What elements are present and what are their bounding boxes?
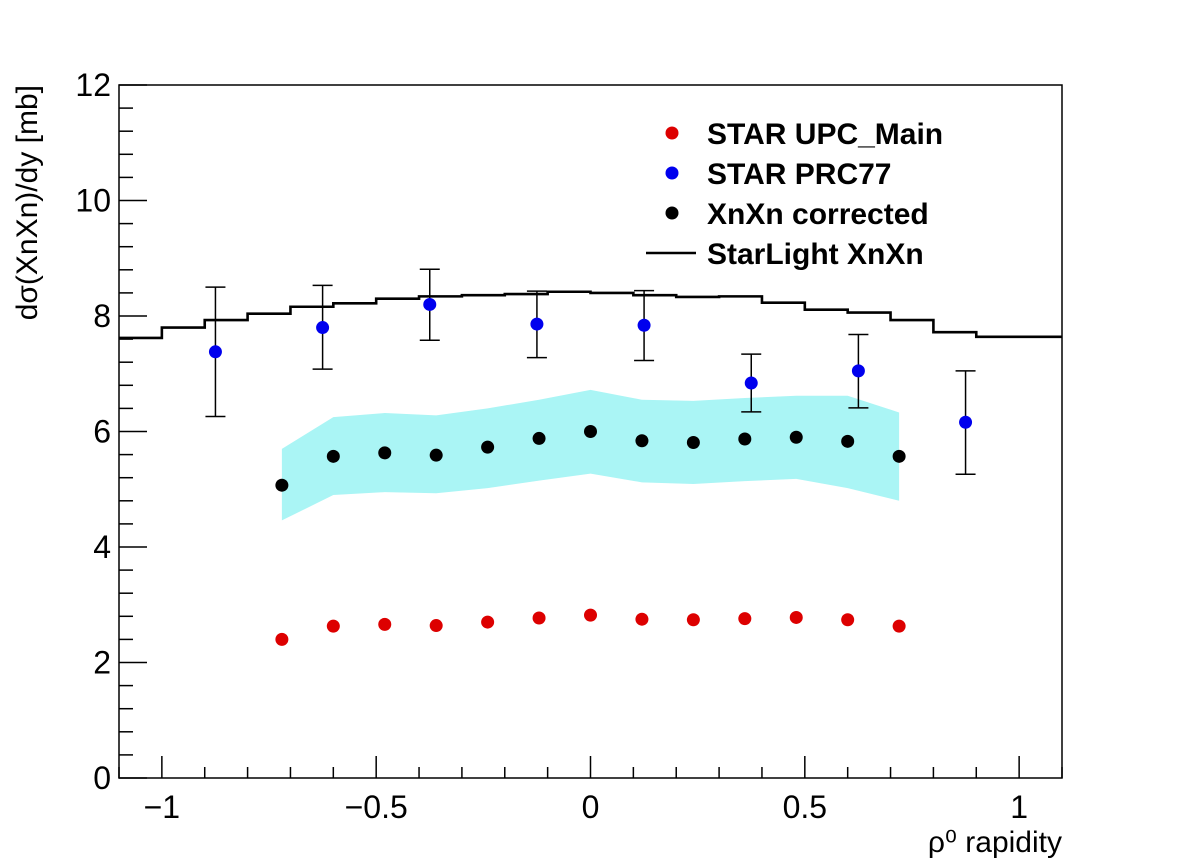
uncertainty-band-layer	[281, 389, 900, 521]
data-point	[423, 297, 437, 311]
data-point	[584, 608, 597, 622]
legend-point-marker	[665, 126, 679, 140]
x-tick-label: 0.5	[783, 789, 827, 825]
data-point	[532, 611, 546, 625]
starlight-curve-layer	[119, 290, 1062, 340]
legend-label: StarLight XnXn	[707, 238, 924, 271]
legend-label: STAR PRC77	[707, 158, 891, 191]
data-point	[429, 448, 443, 462]
data-point	[429, 619, 443, 633]
x-tick-label: −0.5	[345, 789, 408, 825]
data-point	[326, 449, 340, 463]
y-tick-label: 2	[93, 645, 111, 681]
data-point	[275, 478, 289, 492]
data-point	[892, 449, 906, 463]
starlight-step-line	[119, 290, 1062, 340]
data-points-layer	[208, 297, 973, 646]
data-point	[959, 415, 973, 429]
xnxn-uncertainty-band	[281, 389, 900, 521]
data-point	[481, 440, 495, 454]
data-point	[532, 431, 546, 445]
y-tick-label: 8	[93, 298, 111, 334]
legend: STAR UPC_Main STAR PRC77 XnXn corrected Sta…	[646, 118, 943, 271]
data-point	[686, 435, 700, 449]
data-point	[841, 613, 855, 627]
data-point	[275, 632, 289, 646]
data-point	[789, 610, 803, 624]
data-point	[744, 376, 758, 390]
data-point	[738, 432, 752, 446]
y-tick-label: 0	[93, 760, 111, 796]
data-point	[841, 434, 855, 448]
data-point	[892, 619, 906, 633]
x-tick-label: −1	[144, 789, 180, 825]
x-tick-label: 0	[582, 789, 600, 825]
data-point	[686, 613, 700, 627]
data-point	[637, 318, 651, 332]
legend-label: XnXn corrected	[707, 198, 929, 231]
x-tick-label: 1	[1010, 789, 1028, 825]
y-tick-label: 4	[93, 529, 111, 565]
y-tick-label: 10	[75, 183, 111, 219]
data-point	[635, 434, 649, 448]
y-tick-label: 6	[93, 414, 111, 450]
data-point	[851, 364, 865, 378]
data-point	[738, 612, 752, 626]
data-point	[316, 321, 330, 335]
x-axis-title: ρ⁰ rapidity	[928, 826, 1062, 859]
legend-label: STAR UPC_Main	[707, 118, 943, 151]
data-point	[635, 612, 649, 626]
data-point	[378, 617, 392, 631]
data-point	[378, 446, 392, 460]
data-point	[481, 615, 495, 629]
y-tick-label: 12	[75, 67, 111, 103]
data-point	[326, 619, 340, 633]
data-point	[584, 425, 597, 438]
legend-point-marker	[665, 166, 679, 180]
y-axis-title: dσ(XnXn)/dy [mb]	[11, 85, 44, 320]
data-point	[789, 430, 803, 444]
legend-point-marker	[665, 206, 679, 220]
data-point	[208, 345, 222, 359]
data-point	[530, 317, 544, 331]
